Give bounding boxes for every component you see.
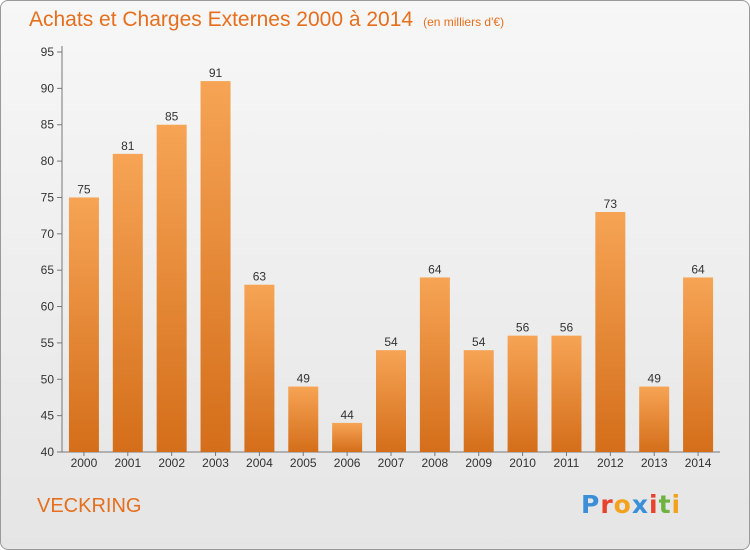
x-tick-label-2005: 2005	[290, 456, 317, 470]
data-label-2006: 44	[340, 408, 354, 422]
x-tick-label-2004: 2004	[246, 456, 273, 470]
y-tick-label: 50	[41, 372, 55, 386]
data-label-2014: 64	[691, 262, 705, 276]
bar-2008	[419, 277, 450, 452]
x-tick-label-2007: 2007	[378, 456, 405, 470]
y-axis: 40 45 50 55 60 65 70 75 80 85 90 95	[41, 45, 63, 459]
logo-letter: P	[581, 490, 601, 519]
bar-2004	[244, 284, 275, 452]
bar-2001	[112, 153, 143, 452]
x-tick-label-2008: 2008	[422, 456, 449, 470]
x-tick-label-2013: 2013	[641, 456, 668, 470]
bar-2006	[332, 422, 363, 452]
y-tick-label: 60	[41, 300, 55, 314]
data-label-2010: 56	[516, 321, 530, 335]
bar-2003	[200, 81, 231, 452]
bar-series: 75 81 85 91 63 49 44 54 64 54 56 56 73 49 64	[68, 66, 714, 453]
data-label-2007: 54	[384, 335, 398, 349]
y-tick-label: 80	[41, 154, 55, 168]
y-tick-label: 65	[41, 263, 55, 277]
y-tick-label: 70	[41, 227, 55, 241]
logo-letter: r	[600, 490, 614, 519]
data-label-2005: 49	[297, 372, 311, 386]
logo-letter: o	[613, 490, 632, 519]
commune-name: VECKRING	[37, 495, 142, 517]
x-axis: 2000 2001 2002 2003 2004 2005 2006 2007 2008 2009…	[62, 451, 720, 470]
bar-2013	[639, 386, 670, 452]
bar-2012	[595, 212, 626, 452]
data-label-2000: 75	[77, 182, 91, 196]
chart-unit: (en milliers d'€)	[423, 15, 505, 29]
x-tick-label-2001: 2001	[114, 456, 141, 470]
data-label-2001: 81	[121, 139, 135, 153]
x-tick-label-2010: 2010	[509, 456, 536, 470]
bar-2011	[551, 335, 582, 452]
y-tick-label: 40	[41, 445, 55, 459]
x-tick-label-2014: 2014	[685, 456, 712, 470]
data-label-2008: 64	[428, 262, 442, 276]
logo-letter: i	[671, 490, 682, 519]
y-tick-label: 45	[41, 409, 55, 423]
bar-2010	[507, 335, 538, 452]
bar-2014	[683, 277, 714, 452]
x-tick-label-2000: 2000	[71, 456, 98, 470]
logo-letter: t	[658, 490, 672, 519]
data-label-2009: 54	[472, 335, 486, 349]
x-tick-label-2003: 2003	[202, 456, 229, 470]
bar-2009	[463, 350, 494, 452]
logo-letter: i	[649, 490, 659, 519]
chart-title: Achats et Charges Externes 2000 à 2014 (e…	[29, 8, 504, 32]
data-label-2003: 91	[209, 66, 223, 80]
proxiti-logo[interactable]: Proxiti	[581, 490, 681, 519]
y-tick-label: 75	[41, 190, 55, 204]
x-tick-label-2011: 2011	[554, 456, 580, 470]
data-label-2013: 49	[648, 372, 662, 386]
data-label-2011: 56	[560, 321, 574, 335]
y-tick-label: 90	[41, 81, 55, 95]
data-label-2012: 73	[604, 197, 618, 211]
y-tick-label: 85	[41, 118, 55, 132]
x-tick-label-2006: 2006	[334, 456, 361, 470]
x-tick-label-2002: 2002	[158, 456, 185, 470]
data-label-2004: 63	[253, 270, 267, 284]
logo-letter: x	[631, 490, 649, 519]
data-label-2002: 85	[165, 110, 179, 124]
bar-2002	[156, 124, 187, 453]
x-tick-label-2012: 2012	[597, 456, 624, 470]
chart-title-text: Achats et Charges Externes 2000 à 2014	[29, 8, 414, 31]
bar-2000	[68, 197, 99, 452]
bar-2005	[288, 386, 319, 452]
y-tick-label: 95	[41, 45, 55, 59]
x-tick-label-2009: 2009	[465, 456, 492, 470]
bar-2007	[376, 350, 406, 452]
y-tick-label: 55	[41, 336, 55, 350]
